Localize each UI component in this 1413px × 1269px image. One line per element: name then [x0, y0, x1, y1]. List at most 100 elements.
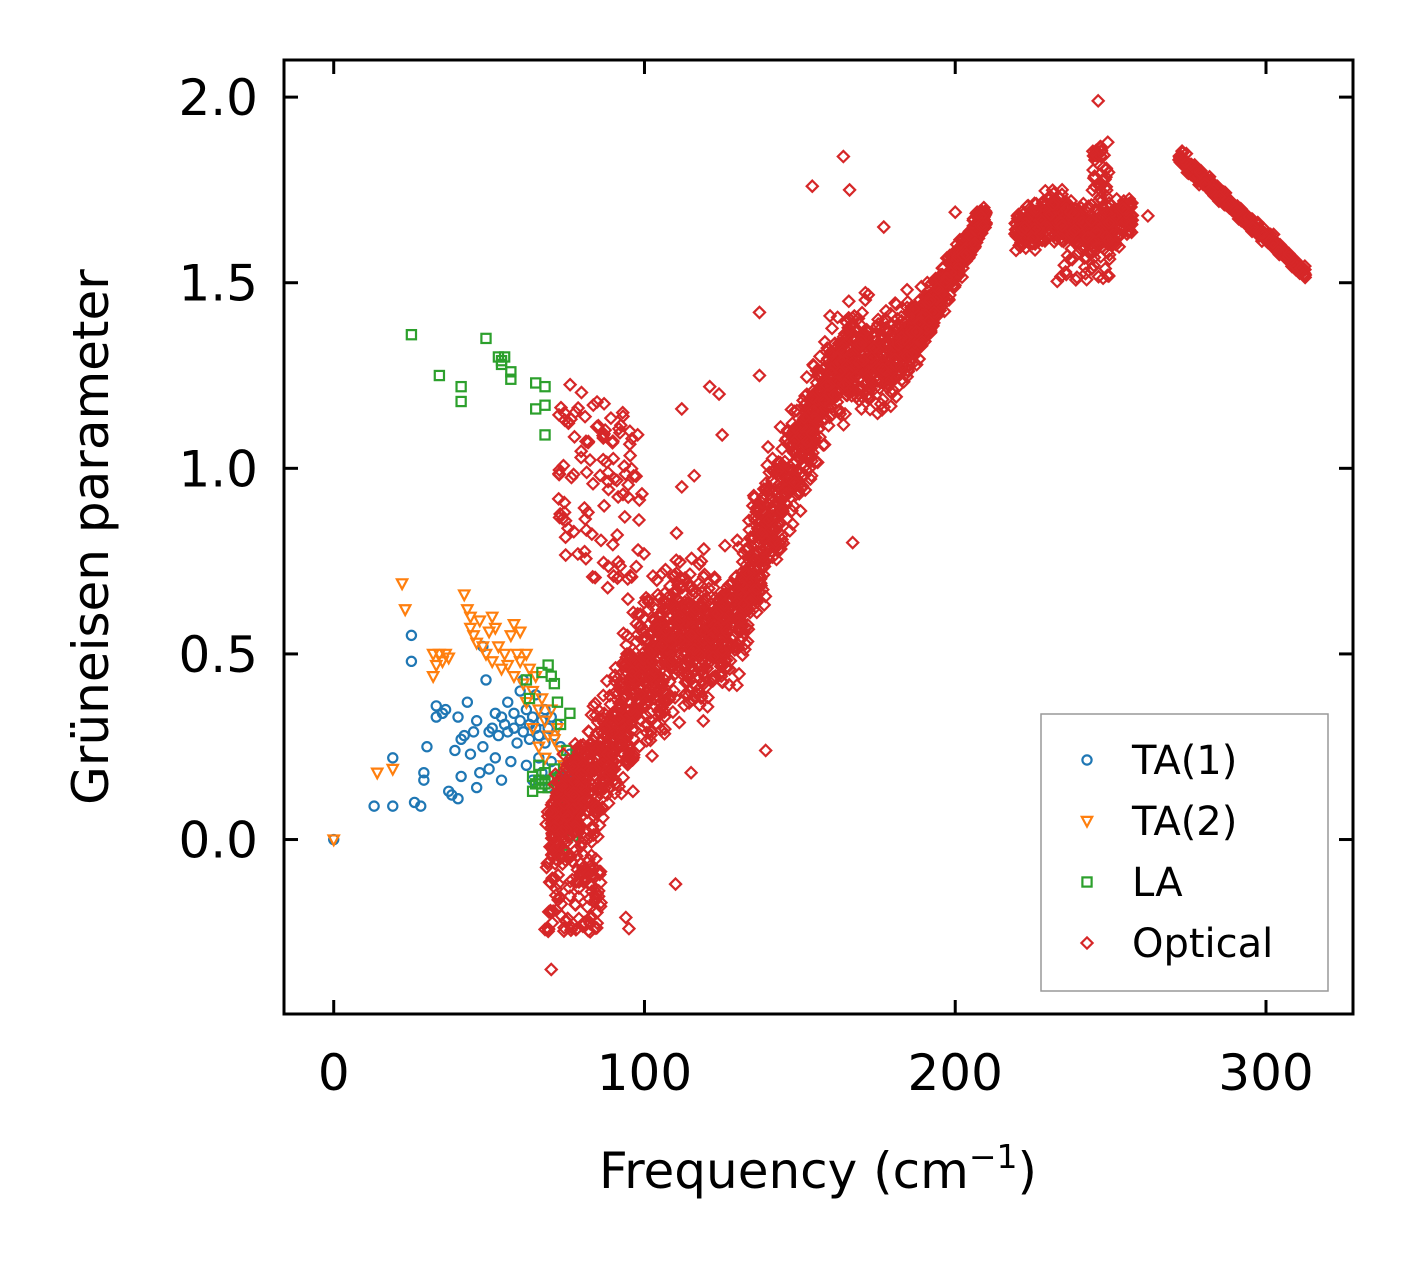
data-point [605, 433, 621, 449]
data-point [823, 344, 838, 360]
data-point [612, 678, 627, 693]
data-point [658, 562, 673, 577]
data-point [539, 429, 551, 441]
data-point [589, 920, 604, 936]
data-point [415, 800, 427, 812]
data-point [557, 805, 573, 820]
data-point [729, 569, 744, 584]
data-point [517, 726, 529, 738]
data-point [533, 759, 545, 771]
data-point [909, 324, 925, 339]
data-point [405, 328, 418, 341]
data-point [888, 370, 904, 386]
data-point [581, 852, 596, 867]
data-point [851, 372, 867, 388]
data-point [508, 722, 520, 734]
data-point [1110, 228, 1125, 243]
data-point [562, 377, 578, 392]
data-point [742, 566, 757, 581]
data-point [635, 621, 650, 636]
data-point [666, 569, 681, 584]
data-point [922, 320, 937, 335]
data-point [1091, 93, 1106, 108]
data-point [1116, 201, 1131, 217]
data-point [672, 554, 688, 570]
data-point [483, 763, 495, 775]
data-point [506, 619, 521, 633]
data-point [877, 315, 892, 330]
data-point [1174, 143, 1190, 159]
data-point [435, 656, 450, 670]
data-point [556, 746, 571, 762]
data-point [700, 652, 716, 668]
data-point [578, 434, 594, 449]
data-point [793, 503, 808, 519]
data-point [1101, 215, 1117, 231]
data-point [1045, 197, 1061, 212]
data-point [787, 475, 802, 490]
x-tick-label: 300 [1218, 1044, 1313, 1102]
data-point [674, 401, 689, 417]
data-point [918, 308, 934, 323]
data-point [514, 685, 526, 697]
data-point [561, 416, 576, 431]
data-point [731, 666, 747, 682]
data-point [1230, 204, 1245, 219]
data-point [782, 523, 797, 538]
data-point [805, 383, 821, 399]
data-point [1081, 199, 1096, 214]
data-point [854, 332, 869, 348]
data-point [643, 727, 659, 743]
data-point [596, 452, 611, 467]
data-point [547, 819, 562, 834]
data-point [893, 360, 909, 375]
data-point [405, 629, 418, 642]
data-point [875, 354, 890, 369]
data-point [923, 293, 938, 308]
data-point [1271, 244, 1286, 260]
data-point [625, 664, 640, 679]
data-point [387, 752, 399, 764]
data-point [526, 711, 539, 723]
data-point [571, 880, 587, 896]
data-point [506, 671, 521, 685]
data-point [525, 685, 540, 699]
data-point [584, 526, 600, 542]
data-point [621, 489, 636, 505]
data-point [486, 722, 498, 734]
data-point [771, 463, 786, 478]
data-point [613, 418, 628, 433]
data-point [657, 721, 673, 737]
data-point [703, 631, 719, 646]
data-point [955, 248, 971, 263]
data-point [768, 495, 784, 510]
data-point [967, 236, 983, 251]
data-point [752, 368, 767, 383]
data-point [858, 292, 873, 308]
data-point [735, 577, 750, 593]
data-point [658, 623, 673, 638]
data-point [889, 319, 904, 334]
data-point [1095, 271, 1111, 286]
data-point [449, 744, 461, 757]
data-point [655, 700, 670, 715]
data-point [975, 215, 990, 231]
data-point [707, 572, 723, 587]
data-point [525, 722, 540, 737]
data-point [620, 628, 635, 643]
data-point [1116, 193, 1131, 209]
data-point [620, 591, 636, 607]
data-point [510, 648, 525, 662]
data-point [480, 674, 492, 686]
data-point [464, 748, 477, 760]
data-point [858, 285, 873, 300]
data-point [746, 488, 761, 503]
data-point [687, 468, 702, 483]
data-point [853, 381, 869, 396]
data-point [683, 765, 699, 780]
data-point [761, 513, 777, 528]
data-point [626, 731, 641, 746]
y-axis-label: Grüneisen parameter [62, 269, 120, 805]
markers-layer [326, 93, 1313, 977]
data-point [692, 611, 708, 626]
